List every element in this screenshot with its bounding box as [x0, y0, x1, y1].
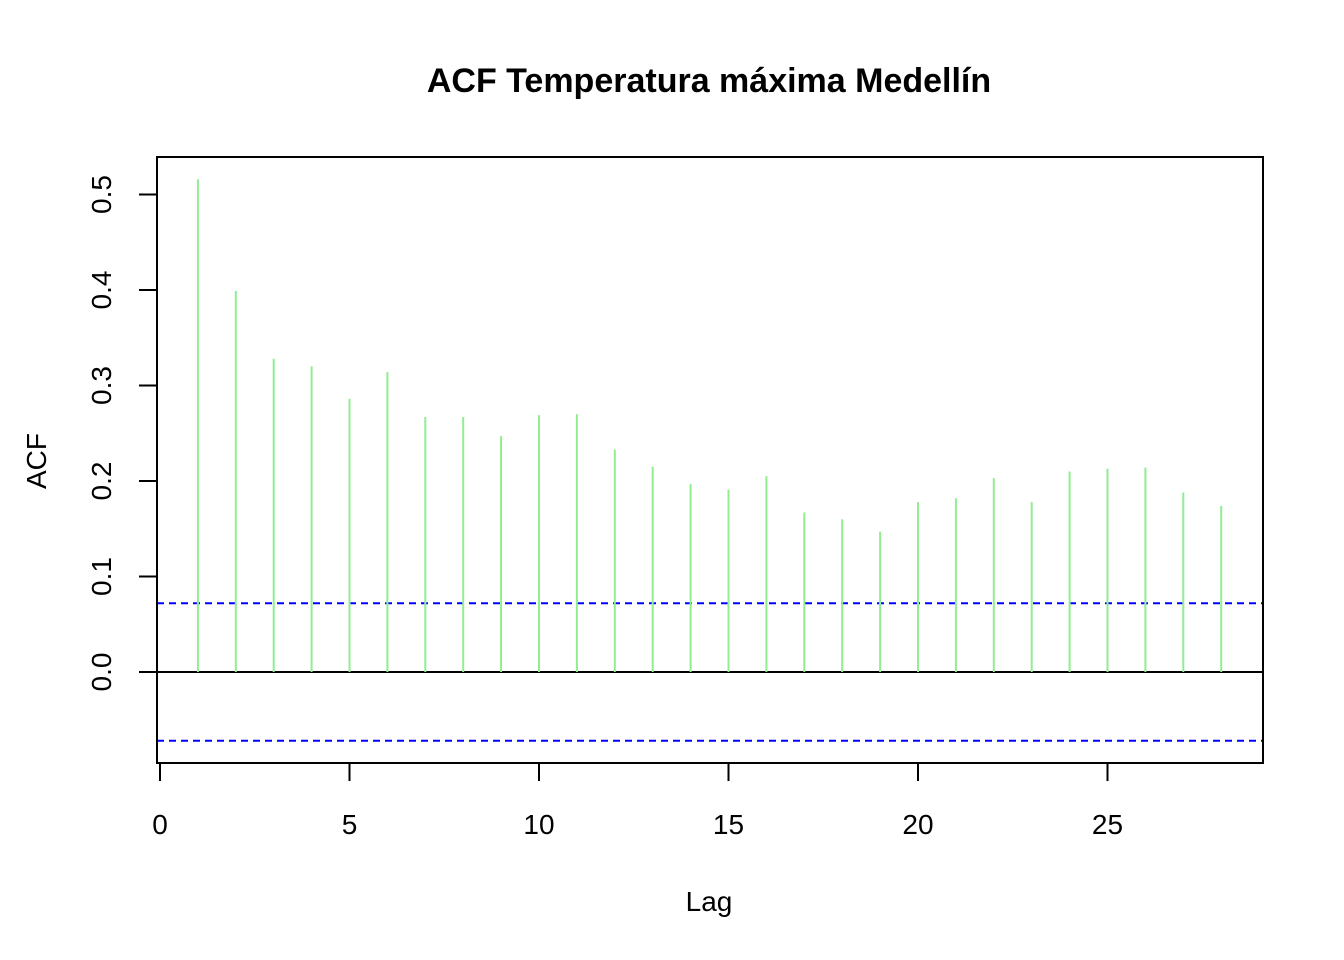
x-tick-label-25: 25	[1092, 809, 1123, 840]
y-axis-label: ACF	[21, 433, 52, 489]
x-tick-label-10: 10	[523, 809, 554, 840]
plot-area: 0 5 10 15 20 25 0.0 0.1 0.2 0.3 0.4 0.5	[86, 175, 1263, 840]
plot-frame	[156, 156, 1264, 764]
y-tick-label-0.5: 0.5	[86, 175, 117, 214]
y-tick-label-0.3: 0.3	[86, 366, 117, 405]
y-tick-label-0.2: 0.2	[86, 462, 117, 501]
x-tick-label-5: 5	[342, 809, 358, 840]
y-tick-label-0.1: 0.1	[86, 557, 117, 596]
chart-title: ACF Temperatura máxima Medellín	[427, 62, 991, 100]
x-tick-label-15: 15	[713, 809, 744, 840]
x-tick-label-20: 20	[902, 809, 933, 840]
y-tick-label-0.4: 0.4	[86, 271, 117, 310]
y-tick-label-0.0: 0.0	[86, 653, 117, 692]
x-axis-label: Lag	[686, 886, 733, 917]
x-tick-label-0: 0	[152, 809, 168, 840]
